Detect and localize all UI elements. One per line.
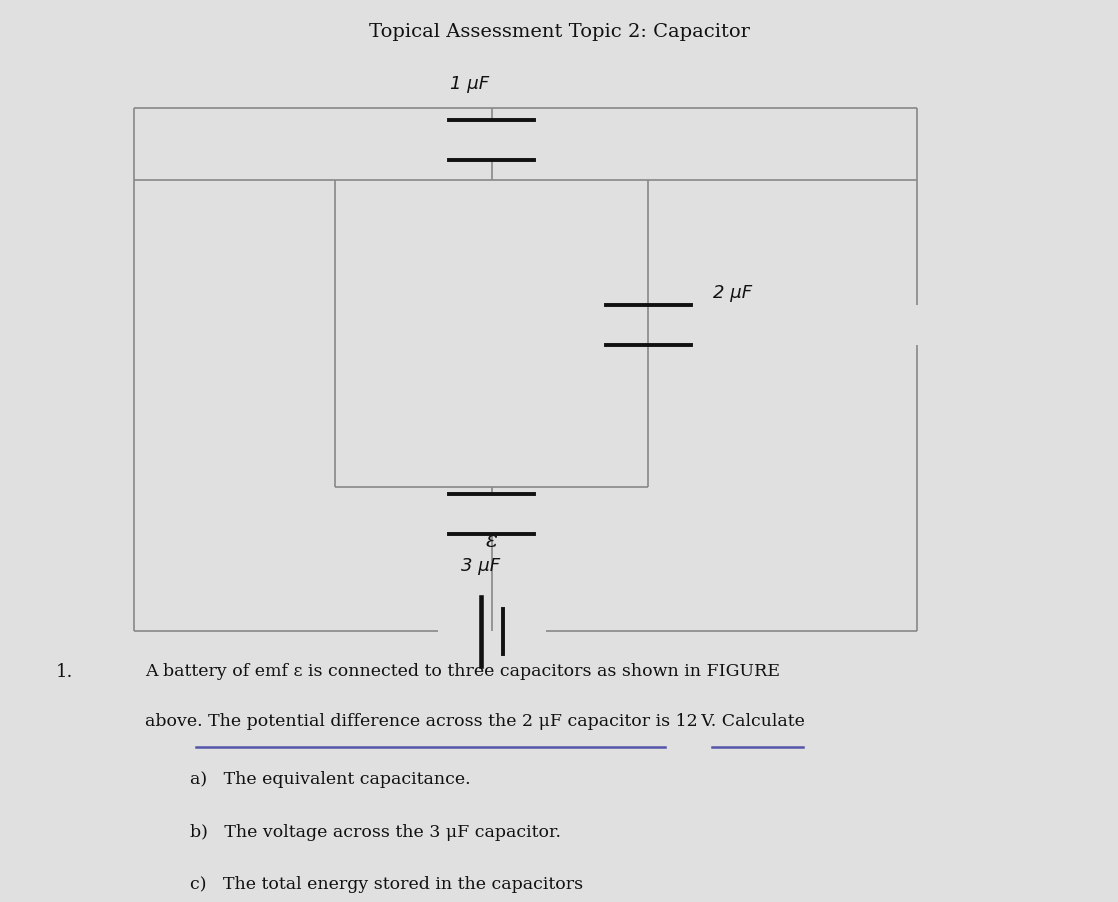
Text: 2 μF: 2 μF [713, 284, 752, 302]
Text: 1.: 1. [56, 663, 74, 681]
Text: b)   The voltage across the 3 μF capacitor.: b) The voltage across the 3 μF capacitor… [190, 824, 561, 841]
Text: ε: ε [486, 530, 498, 552]
Text: a)   The equivalent capacitance.: a) The equivalent capacitance. [190, 771, 471, 788]
Text: Topical Assessment Topic 2: Capacitor: Topical Assessment Topic 2: Capacitor [369, 23, 749, 41]
Text: 3 μF: 3 μF [462, 557, 500, 575]
Text: A battery of emf ε is connected to three capacitors as shown in FIGURE: A battery of emf ε is connected to three… [145, 663, 780, 680]
Text: above. The potential difference across the 2 μF capacitor is 12 V. Calculate: above. The potential difference across t… [145, 713, 805, 730]
Text: 1 μF: 1 μF [451, 75, 489, 93]
Text: c)   The total energy stored in the capacitors: c) The total energy stored in the capaci… [190, 876, 584, 893]
